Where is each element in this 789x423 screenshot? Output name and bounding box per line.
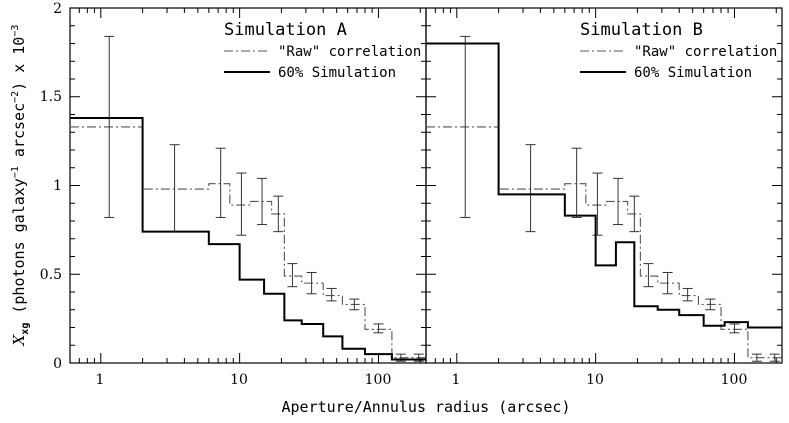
- panel-b-error-bar: [613, 177, 624, 226]
- y-label-text3: ) x 10: [10, 37, 28, 91]
- panel-a-error-bar: [236, 172, 247, 236]
- panel-a-legend: "Raw" correlation 60% Simulation: [224, 44, 421, 81]
- panel-b-legend-raw-label: "Raw" correlation: [634, 44, 777, 60]
- panel-a-simulation-line: [70, 117, 426, 361]
- panel-b-ticks: [425, 7, 782, 364]
- panel-b-error-bar: [769, 353, 780, 362]
- panel-a-error-bar: [215, 147, 226, 218]
- panel-a-x-tick-label-100: 100: [365, 372, 392, 388]
- panel-b-error-bar: [729, 323, 740, 334]
- panel-a-title: Simulation A: [224, 20, 347, 40]
- panel-a-error-bar: [169, 144, 180, 233]
- panel-a-series: [70, 35, 426, 362]
- panel-b-error-bar: [682, 287, 693, 302]
- y-label-sup1: −1: [10, 166, 21, 178]
- y-label-text2: arcsec: [10, 103, 28, 166]
- x-axis-label: Aperture/Annulus radius (arcsec): [282, 398, 571, 416]
- panel-a-error-bar: [287, 263, 298, 288]
- panel-b-error-bar: [643, 263, 654, 288]
- panel-b-raw-correlation-line: [426, 126, 782, 359]
- panel-a-error-bar: [326, 287, 337, 302]
- y-tick-label-1: 1: [53, 178, 62, 194]
- y-tick-label-0: 0: [53, 356, 62, 372]
- panel-b-x-tick-label-1: 1: [452, 372, 461, 388]
- panel-a-error-bar: [257, 177, 268, 226]
- panel-a-legend-sim-label: 60% Simulation: [278, 65, 396, 81]
- y-label-sup2: −2: [10, 91, 21, 103]
- panel-a-error-bar: [104, 35, 115, 218]
- panel-a-frame: [69, 7, 427, 364]
- panel-b-error-bar: [460, 35, 471, 218]
- y-axis-label: Xxg (photons galaxy−1 arcsec−2) x 10−3: [10, 25, 31, 347]
- y-label-sub: xg: [20, 323, 31, 335]
- panel-a-legend-raw-label: "Raw" correlation: [278, 44, 421, 60]
- panel-b-error-bar: [629, 195, 640, 233]
- panel-b-error-bar: [751, 353, 762, 362]
- panel-b-legend: "Raw" correlation 60% Simulation: [580, 44, 777, 81]
- panel-simulation-b: 1 10 100 Simulation B "Raw" correlation …: [425, 7, 783, 388]
- panel-simulation-a: 1 10 100 Simulation A "Raw" correlation …: [69, 7, 427, 388]
- panel-b-error-bar: [662, 271, 673, 295]
- panel-b-error-bar: [592, 172, 603, 236]
- panel-a-error-bar: [273, 195, 284, 233]
- panel-b-series: [426, 35, 782, 362]
- panel-a-error-bar: [306, 271, 317, 295]
- panel-a-x-tick-label-1: 1: [96, 372, 105, 388]
- panel-a-ticks: [69, 7, 426, 364]
- panel-b-x-tick-label-100: 100: [721, 372, 748, 388]
- panel-a-x-tick-label-10: 10: [230, 372, 248, 388]
- y-label-text1: (photons galaxy: [10, 178, 28, 323]
- y-tick-labels: 0 0.5 1 1.5 2: [40, 1, 62, 372]
- panel-b-error-bar: [705, 298, 716, 311]
- y-label-sup3: −3: [10, 25, 21, 37]
- panel-a-error-bar: [373, 323, 384, 334]
- panel-a-raw-correlation-line: [70, 126, 426, 359]
- panel-b-title: Simulation B: [580, 20, 703, 40]
- y-tick-label-2: 2: [53, 1, 62, 17]
- panel-b-x-tick-labels: 1 10 100: [452, 372, 748, 388]
- y-tick-label-0.5: 0.5: [40, 267, 62, 283]
- panel-b-x-tick-label-10: 10: [586, 372, 604, 388]
- panel-b-simulation-line: [426, 42, 782, 329]
- y-tick-label-1.5: 1.5: [40, 89, 62, 105]
- panel-b-frame: [425, 7, 783, 364]
- y-label-main: X: [10, 333, 28, 346]
- panel-b-error-bar: [525, 144, 536, 233]
- panel-a-x-tick-labels: 1 10 100: [96, 372, 392, 388]
- panel-a-error-bar: [349, 298, 360, 311]
- panel-b-legend-sim-label: 60% Simulation: [634, 65, 752, 81]
- panel-b-error-bar: [571, 147, 582, 218]
